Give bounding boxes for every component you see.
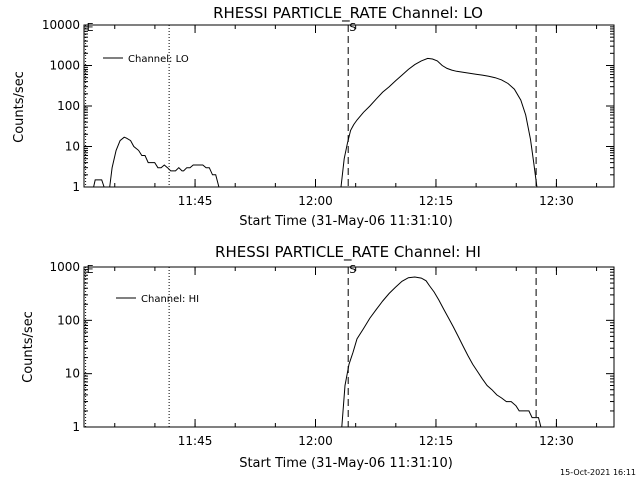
marker-label: S [349, 263, 356, 276]
x-axis-label-lo: Start Time (31-May-06 11:31:10) [239, 214, 453, 229]
plot-frame [83, 266, 615, 428]
footer-timestamp: 15-Oct-2021 16:11 [560, 468, 636, 477]
x-tick-label: 12:15 [419, 194, 454, 208]
y-tick-label: 1000 [49, 59, 80, 73]
x-axis-label-hi: Start Time (31-May-06 11:31:10) [239, 456, 453, 471]
marker-label: E [87, 21, 94, 34]
y-tick-label: 100 [57, 313, 80, 327]
y-tick-label: 10 [65, 367, 80, 381]
data-series-line [341, 276, 542, 428]
data-series-line [340, 57, 538, 188]
x-tick-label: 11:45 [178, 434, 213, 448]
legend-label-lo: Channel: LO [128, 54, 189, 65]
chart-title-hi: RHESSI PARTICLE_RATE Channel: HI [215, 243, 481, 262]
x-tick-label: 12:00 [298, 434, 333, 448]
plot-frame [83, 24, 615, 188]
x-tick-label: 11:45 [178, 194, 213, 208]
y-tick-label: 1000 [49, 260, 80, 274]
bottom-panel-hi: RHESSI PARTICLE_RATE Channel: HI Counts/… [21, 243, 615, 471]
y-tick-label: 10000 [42, 18, 80, 32]
y-tick-label: 1 [72, 420, 80, 434]
y-axis-label-lo: Counts/sec [12, 71, 27, 143]
legend-label-hi: Channel: HI [141, 294, 199, 305]
x-tick-label: 12:00 [298, 194, 333, 208]
y-tick-label: 100 [57, 99, 80, 113]
x-tick-label: 12:30 [539, 434, 574, 448]
x-tick-label: 12:15 [419, 434, 454, 448]
data-series-line [93, 179, 105, 188]
y-axis-label-hi: Counts/sec [21, 311, 36, 383]
y-tick-label: 1 [72, 180, 80, 194]
top-panel-lo: RHESSI PARTICLE_RATE Channel: LO Counts/… [12, 4, 615, 229]
x-tick-label: 12:30 [539, 194, 574, 208]
y-tick-label: 10 [65, 140, 80, 154]
chart-title-lo: RHESSI PARTICLE_RATE Channel: LO [213, 4, 483, 23]
data-series-line [109, 136, 220, 188]
marker-label: S [349, 21, 356, 34]
marker-label: E [87, 263, 94, 276]
